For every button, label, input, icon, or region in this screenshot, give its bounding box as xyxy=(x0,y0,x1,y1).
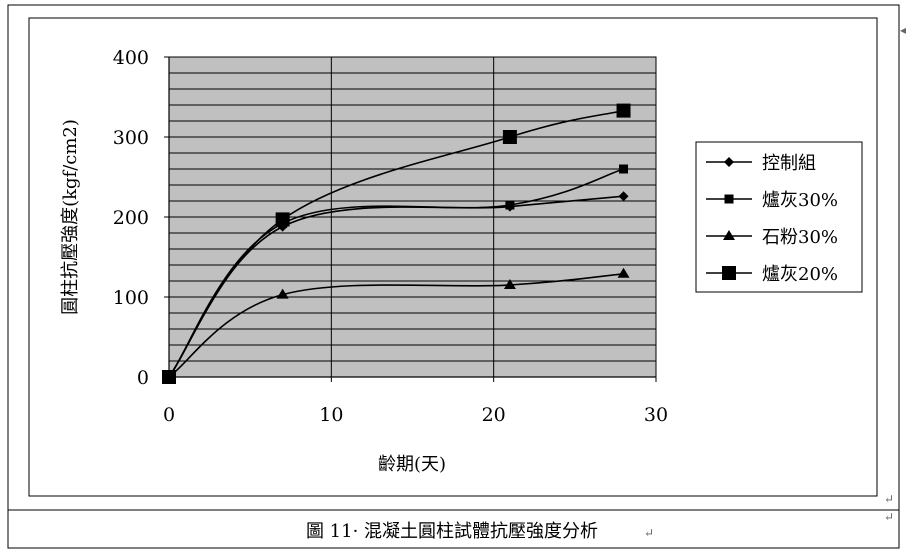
legend-label: 爐灰30% xyxy=(762,190,838,211)
series-line xyxy=(168,109,624,378)
legend-label: 石粉30% xyxy=(762,227,838,248)
y-tick-label: 200 xyxy=(113,207,149,229)
large-square-marker xyxy=(162,370,176,384)
legend-item: 控制組 xyxy=(706,153,816,174)
triangle-marker xyxy=(503,279,516,289)
y-tick-labels: 0 100 200 300 400 xyxy=(113,47,149,389)
axes xyxy=(164,56,657,382)
legend-item: 石粉30% xyxy=(706,227,838,248)
series-4 xyxy=(162,103,631,384)
chart-area-border xyxy=(28,17,878,497)
diamond-marker xyxy=(724,157,734,167)
triangle-marker xyxy=(723,230,735,240)
legend-item: 爐灰30% xyxy=(706,190,838,211)
large-square-marker xyxy=(616,103,631,118)
square-marker xyxy=(724,194,734,204)
x-tick-label: 20 xyxy=(482,404,506,426)
series-line xyxy=(168,273,624,378)
x-axis-label: 齡期(天) xyxy=(378,454,446,475)
square-marker xyxy=(505,200,515,210)
large-square-marker xyxy=(722,266,736,280)
x-tick-label: 0 xyxy=(163,404,175,426)
x-tick-labels: 0 10 20 30 xyxy=(163,404,668,426)
large-square-marker xyxy=(502,130,517,144)
legend-label: 爐灰20% xyxy=(762,264,838,285)
large-square-marker xyxy=(275,212,290,227)
figure-caption: 圖 11· 混凝土圓柱試體抗壓強度分析 xyxy=(306,521,598,542)
paragraph-mark-caption: ↵ xyxy=(644,526,654,540)
legend-item: 爐灰20% xyxy=(706,264,838,285)
y-axis-label: 圓柱抗壓強度(kgf/cm2) xyxy=(60,119,81,315)
y-tick-label: 100 xyxy=(113,287,149,309)
y-tick-label: 300 xyxy=(113,127,149,149)
outer-frame xyxy=(7,4,900,549)
series-layer xyxy=(162,103,631,384)
series-line xyxy=(168,168,624,378)
paragraph-mark-2: ↵ xyxy=(884,510,894,524)
diamond-marker xyxy=(618,191,629,202)
square-marker xyxy=(619,164,629,174)
paragraph-mark-1: ↵ xyxy=(884,492,894,506)
legend-label: 控制組 xyxy=(762,153,816,174)
triangle-marker xyxy=(276,288,289,299)
y-tick-label: 400 xyxy=(113,47,149,69)
y-tick-label: 0 xyxy=(137,367,149,389)
triangle-marker xyxy=(617,267,630,278)
x-tick-label: 30 xyxy=(644,404,668,426)
gridlines xyxy=(169,57,656,377)
row-end-mark: ◂ xyxy=(900,23,906,37)
x-tick-label: 10 xyxy=(319,404,343,426)
